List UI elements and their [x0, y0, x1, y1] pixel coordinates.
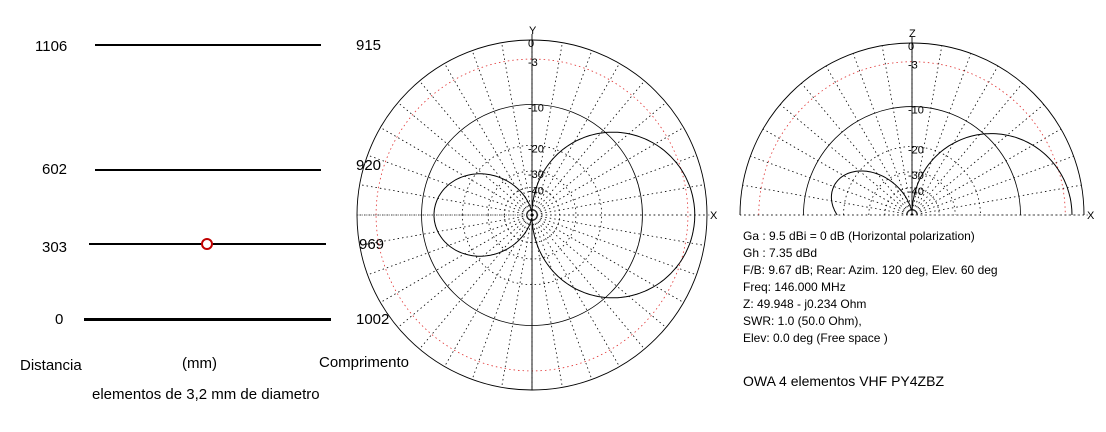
- azimuth-pattern: [433, 131, 696, 299]
- grid-spoke: [367, 214, 533, 276]
- element-length: 915: [356, 37, 382, 54]
- ring-label: -3: [528, 57, 538, 69]
- element-distance: 1106: [35, 38, 68, 55]
- element-length: 969: [359, 236, 385, 253]
- grid-spoke: [531, 214, 705, 246]
- grid-spoke: [531, 184, 705, 216]
- ring-label: -40: [528, 185, 544, 197]
- element-line: [84, 318, 331, 321]
- grid-spoke: [531, 214, 593, 380]
- distance-label: Distancia: [20, 357, 82, 374]
- info-swr: SWR: 1.0 (50.0 Ohm),: [743, 314, 862, 328]
- axis-label-vertical: Y: [529, 25, 537, 37]
- feed-point-marker: [201, 238, 213, 250]
- ring-label: -20: [908, 145, 924, 157]
- info-gain: Ga : 9.5 dBi = 0 dB (Horizontal polariza…: [743, 229, 975, 243]
- axis-label-vertical: Z: [909, 28, 916, 40]
- element-length: 1002: [356, 311, 390, 328]
- element-length: 920: [356, 157, 382, 174]
- ring-label: -10: [528, 103, 544, 115]
- info-frequency: Freq: 146.000 MHz: [743, 280, 846, 294]
- design-title: OWA 4 elementos VHF PY4ZBZ: [743, 373, 944, 389]
- grid-spoke: [762, 128, 913, 216]
- grid-spoke: [779, 104, 913, 216]
- unit-label: (mm): [182, 355, 217, 372]
- grid-ring: [375, 58, 689, 372]
- info-elevation: Elev: 0.0 deg (Free space ): [743, 331, 888, 345]
- grid-ring: [758, 61, 1066, 216]
- ring-label: 0: [528, 38, 534, 50]
- element-distance: 0: [55, 311, 64, 328]
- grid-spoke: [911, 155, 1074, 216]
- axis-label-horizontal: X: [710, 210, 718, 222]
- grid-spoke: [911, 184, 1082, 216]
- grid-spoke: [911, 128, 1062, 216]
- grid-spoke: [911, 65, 999, 216]
- element-line: [95, 44, 321, 46]
- grid-spoke: [801, 82, 913, 216]
- grid-ring: [421, 104, 643, 326]
- grid-spoke: [501, 214, 533, 388]
- grid-spoke: [531, 214, 697, 276]
- element-distance: 303: [42, 239, 68, 256]
- length-label: Comprimento: [319, 354, 410, 371]
- grid-spoke: [359, 214, 533, 246]
- ring-label: -20: [528, 143, 544, 155]
- grid-spoke: [471, 50, 533, 216]
- info-gain-dbd: Gh : 7.35 dBd: [743, 246, 818, 260]
- ring-label: -3: [908, 60, 918, 72]
- grid-spoke: [881, 45, 913, 216]
- grid-spoke: [359, 184, 533, 216]
- ring-label: 0: [908, 41, 914, 53]
- element-note: elementos de 3,2 mm de diametro: [92, 386, 320, 403]
- grid-ring: [356, 39, 708, 391]
- grid-spoke: [911, 53, 972, 216]
- info-impedance: Z: 49.948 - j0.234 Ohm: [743, 297, 867, 311]
- grid-spoke: [367, 154, 533, 216]
- ring-label: -40: [908, 186, 924, 198]
- grid-spoke: [911, 45, 943, 216]
- grid-spoke: [531, 154, 697, 216]
- info-front-back: F/B: 9.67 dB; Rear: Azim. 120 deg, Elev.…: [743, 263, 998, 277]
- grid-spoke: [825, 65, 913, 216]
- elevation-pattern: [830, 133, 1073, 216]
- element-line: [95, 169, 321, 171]
- grid-spoke: [852, 53, 913, 216]
- grid-spoke: [911, 104, 1045, 216]
- grid-spoke: [531, 214, 563, 388]
- grid-spoke: [750, 155, 913, 216]
- grid-spoke: [742, 184, 913, 216]
- axis-label-horizontal: X: [1087, 210, 1095, 222]
- element-distance: 602: [42, 161, 68, 178]
- ring-label: -10: [908, 104, 924, 116]
- grid-spoke: [471, 214, 533, 380]
- grid-spoke: [911, 82, 1023, 216]
